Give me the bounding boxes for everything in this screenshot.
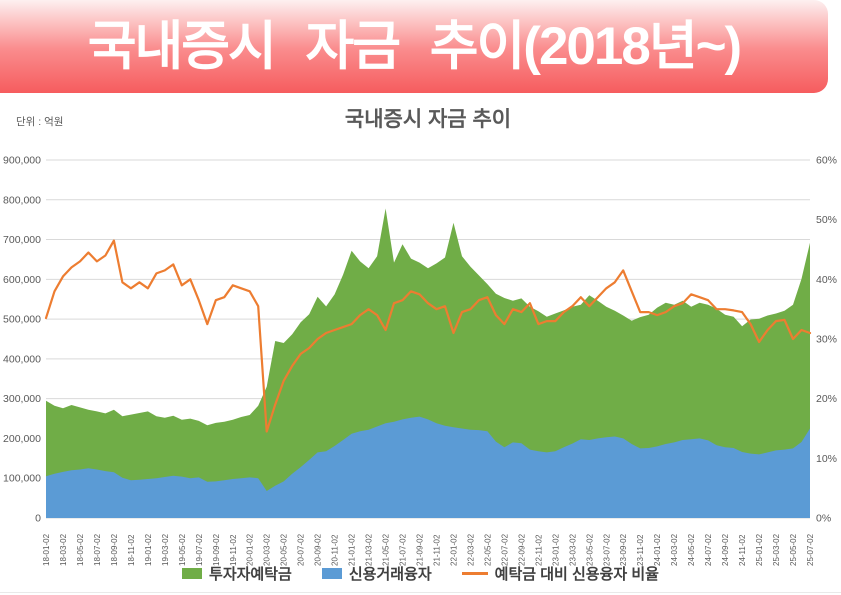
area-신용거래융자 — [46, 416, 810, 518]
legend-label-deposits: 투자자예탁금 — [209, 566, 292, 583]
x-axis-labels: 18-01-02 18-03-02 18-05-02 18-07-02 18-09-02… — [42, 533, 815, 566]
x-axis-tick: 20-01-02 — [246, 533, 255, 566]
left-axis-tick: 300,000 — [3, 393, 41, 405]
header-banner: 국내증시 자금 추이(2018년~) — [0, 0, 828, 93]
x-axis-tick: 21-05-02 — [382, 533, 391, 566]
x-axis-tick: 18-11-02 — [127, 534, 136, 566]
x-axis-tick: 25-01-02 — [755, 533, 764, 566]
x-axis-tick: 19-07-02 — [195, 533, 204, 566]
left-axis-tick: 0 — [35, 513, 41, 525]
x-axis-tick: 19-01-02 — [144, 533, 153, 566]
x-axis-tick: 19-03-02 — [161, 533, 170, 566]
x-axis-tick: 25-03-02 — [772, 533, 781, 566]
x-axis-tick: 25-07-02 — [806, 533, 815, 566]
right-axis-tick: 60% — [816, 155, 837, 167]
x-axis-tick: 20-09-02 — [314, 533, 323, 566]
right-axis-tick: 20% — [816, 393, 837, 405]
x-axis-tick: 20-07-02 — [297, 533, 306, 566]
x-axis-tick: 24-11-02 — [738, 534, 747, 566]
x-axis-tick: 18-07-02 — [93, 533, 102, 566]
x-axis-tick: 20-03-02 — [263, 533, 272, 566]
x-axis-tick: 23-11-02 — [636, 534, 645, 566]
x-axis-tick: 20-11-02 — [331, 534, 340, 566]
right-axis-tick: 0% — [816, 513, 831, 525]
x-axis-tick: 23-07-02 — [602, 533, 611, 566]
x-axis-tick: 22-01-02 — [449, 533, 458, 566]
x-axis-tick: 23-05-02 — [585, 533, 594, 566]
x-axis-tick: 19-09-02 — [212, 533, 221, 566]
x-axis-tick: 18-03-02 — [59, 533, 68, 566]
x-axis-tick: 21-03-02 — [365, 533, 374, 566]
unit-label: 단위 : 억원 — [16, 116, 64, 128]
x-axis-tick: 22-05-02 — [483, 533, 492, 566]
x-axis-tick: 19-11-02 — [229, 534, 238, 566]
left-axis-tick: 700,000 — [3, 234, 41, 246]
left-axis-tick: 100,000 — [3, 473, 41, 485]
left-axis-tick: 800,000 — [3, 194, 41, 206]
right-axis-labels: 60% 50% 40% 30% 20% 10% 0% — [816, 155, 837, 525]
x-axis-tick: 22-03-02 — [466, 533, 475, 566]
left-axis-tick: 200,000 — [3, 433, 41, 445]
x-axis-tick: 18-05-02 — [76, 533, 85, 566]
x-axis-tick: 24-07-02 — [704, 533, 713, 566]
left-axis-labels: 900,000 800,000 700,000 600,000 500,000 400,0… — [3, 155, 41, 525]
x-axis-tick: 23-01-02 — [551, 533, 560, 566]
right-axis-tick: 50% — [816, 214, 837, 226]
banner-title: 국내증시 자금 추이(2018년~) — [87, 17, 742, 76]
x-axis-tick: 18-01-02 — [42, 533, 51, 566]
left-axis-tick: 900,000 — [3, 155, 41, 167]
chart-series — [44, 208, 812, 518]
left-axis-tick: 500,000 — [3, 314, 41, 326]
x-axis-tick: 21-11-02 — [432, 534, 441, 566]
x-axis-tick: 21-09-02 — [416, 533, 425, 566]
left-axis-tick: 400,000 — [3, 353, 41, 365]
legend-item-credit: 신용거래융자 — [321, 563, 432, 584]
x-axis-tick: 22-07-02 — [500, 533, 509, 566]
x-axis-tick: 23-09-02 — [619, 533, 628, 566]
legend-item-ratio: 예탁금 대비 신용융자 비율 — [461, 563, 659, 584]
legend-item-deposits: 투자자예탁금 — [182, 563, 292, 584]
x-axis-tick: 24-05-02 — [687, 533, 696, 566]
x-axis-tick: 25-05-02 — [789, 533, 798, 566]
x-axis-tick: 24-01-02 — [653, 533, 662, 566]
x-axis-tick: 23-03-02 — [568, 533, 577, 566]
right-axis-tick: 40% — [816, 274, 837, 286]
x-axis-tick: 19-05-02 — [178, 533, 187, 566]
x-axis-tick: 21-01-02 — [348, 533, 357, 566]
x-axis-tick: 20-05-02 — [280, 533, 289, 566]
right-axis-tick: 10% — [816, 453, 837, 465]
x-axis-tick: 22-09-02 — [517, 533, 526, 566]
x-axis-tick: 24-03-02 — [670, 533, 679, 566]
left-axis-tick: 600,000 — [3, 274, 41, 286]
x-axis-tick: 21-07-02 — [399, 533, 408, 566]
bottom-divider — [0, 592, 841, 593]
right-axis-tick: 30% — [816, 334, 837, 346]
x-axis-tick: 22-11-02 — [534, 534, 543, 566]
deposits-swatch-icon — [182, 568, 203, 579]
chart-title: 국내증시 자금 추이 — [344, 108, 512, 131]
chart-legend: 투자자예탁금 신용거래융자 예탁금 대비 신용융자 비율 — [0, 563, 841, 584]
x-axis-tick: 18-09-02 — [110, 533, 119, 566]
line-예탁금 대비 신용융자 비율 — [44, 239, 812, 433]
ratio-line-swatch-icon — [461, 572, 488, 575]
legend-label-ratio: 예탁금 대비 신용융자 비율 — [494, 566, 659, 583]
legend-label-credit: 신용거래융자 — [348, 566, 432, 583]
x-axis-tick: 24-09-02 — [721, 533, 730, 566]
credit-swatch-icon — [321, 568, 342, 579]
